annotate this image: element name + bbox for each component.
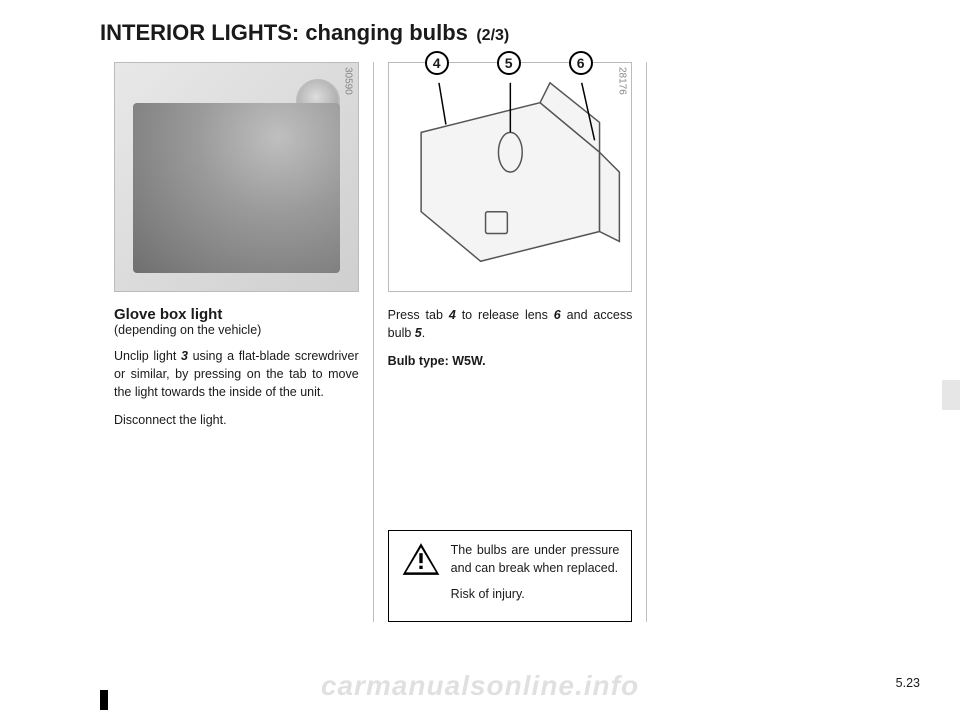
warning-icon: [401, 541, 441, 611]
callout-5: 5: [497, 51, 521, 75]
para1-bold: 3: [181, 349, 188, 363]
figure-id: 30590: [343, 67, 354, 95]
watermark: carmanualsonline.info: [0, 670, 960, 702]
p1a: Press tab: [388, 308, 449, 322]
lens-para1: Press tab 4 to release lens 6 and access…: [388, 306, 633, 342]
callout-6: 6: [569, 51, 593, 75]
bulb-type: Bulb type: W5W.: [388, 352, 633, 370]
figure-lens-diagram: 28176 4 5 6: [388, 62, 633, 292]
p1c: to release lens: [456, 308, 554, 322]
vent-circle-graphic: [296, 79, 340, 123]
lens-diagram-svg: [389, 63, 632, 291]
footer-mark: [100, 690, 108, 710]
p1b: 4: [449, 308, 456, 322]
page-title-suffix: (2/3): [476, 27, 509, 44]
page: INTERIOR LIGHTS: changing bulbs (2/3) 30…: [0, 0, 960, 710]
column-middle: 28176 4 5 6 Pre: [374, 62, 648, 622]
column-left: 30590 3 Glove box light (depending on th…: [100, 62, 374, 622]
callout-3-leader: [171, 210, 226, 237]
glovebox-depending: (depending on the vehicle): [114, 323, 359, 337]
figure-glovebox-photo: 30590 3: [114, 62, 359, 292]
glovebox-para1: Unclip light 3 using a flat-blade screw­…: [114, 347, 359, 401]
warning-box: The bulbs are under pres­sure and can br…: [388, 530, 633, 622]
callout-3: 3: [147, 223, 171, 247]
column-right: [647, 62, 920, 622]
side-tab: [942, 380, 960, 410]
page-number: 5.23: [896, 676, 920, 690]
warning-inner: The bulbs are under pres­sure and can br…: [401, 541, 620, 611]
figure-id: 28176: [616, 67, 627, 95]
content-columns: 30590 3 Glove box light (depending on th…: [100, 62, 920, 622]
glovebox-para2: Disconnect the light.: [114, 411, 359, 429]
page-title: INTERIOR LIGHTS: changing bulbs: [100, 20, 468, 45]
warning-line1: The bulbs are under pres­sure and can br…: [451, 541, 620, 577]
glovebox-heading: Glove box light: [114, 306, 359, 323]
page-title-row: INTERIOR LIGHTS: changing bulbs (2/3): [100, 20, 920, 46]
para1-prefix: Unclip light: [114, 349, 181, 363]
warning-text: The bulbs are under pres­sure and can br…: [451, 541, 620, 611]
p1f: 5: [415, 326, 422, 340]
callout-4: 4: [425, 51, 449, 75]
p1g: .: [422, 326, 425, 340]
p1d: 6: [554, 308, 561, 322]
warning-line2: Risk of injury.: [451, 585, 620, 603]
